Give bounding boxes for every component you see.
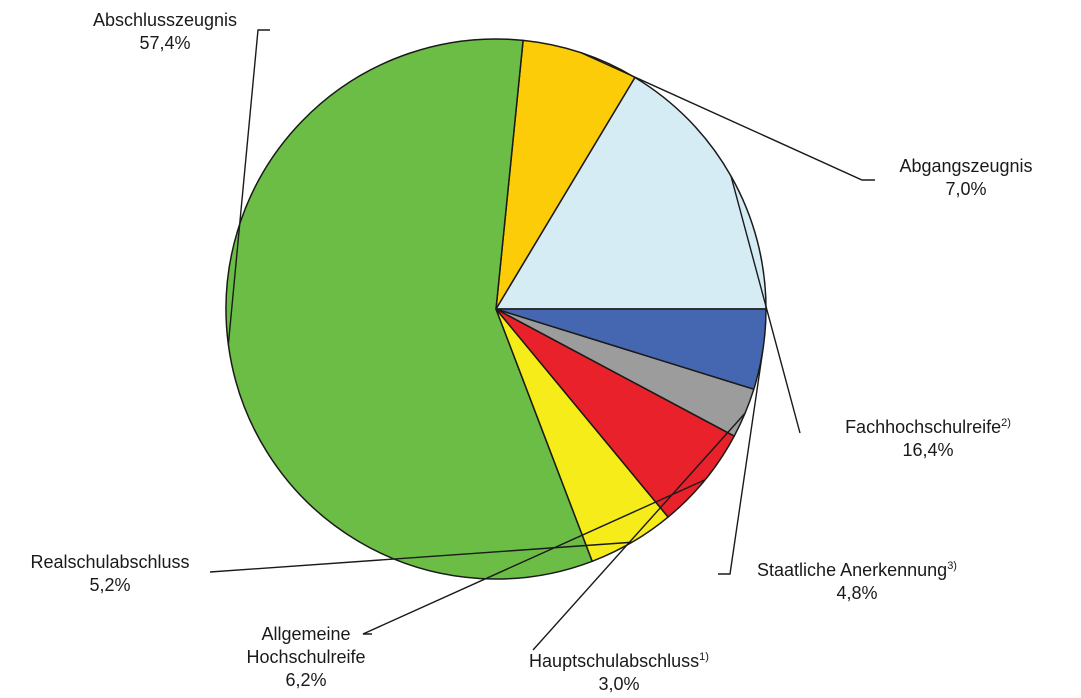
leader-line-2 — [580, 52, 875, 181]
leader-lines — [209, 29, 875, 651]
slice-label-5-line-1: Allgemeine — [261, 624, 350, 644]
slice-value-1: 16,4% — [902, 440, 953, 460]
footnote-marker: 2) — [1001, 417, 1011, 429]
slice-value-3: 57,4% — [139, 33, 190, 53]
leader-line-7 — [718, 349, 764, 575]
slice-label-2: Abgangszeugnis — [899, 156, 1032, 176]
slice-value-7: 4,8% — [836, 583, 877, 603]
leader-line-6 — [532, 412, 746, 651]
pie-slices — [225, 38, 767, 580]
slice-label-3: Abschlusszeugnis — [93, 10, 237, 30]
slice-value-2: 7,0% — [945, 179, 986, 199]
slice-label-6: Hauptschulabschluss1) — [529, 651, 709, 671]
slice-label-7: Staatliche Anerkennung3) — [757, 560, 957, 580]
leader-line-1 — [730, 175, 801, 434]
slice-label-4: Realschulabschluss — [30, 552, 189, 572]
slice-label-5-line-2: Hochschulreife — [246, 647, 365, 667]
leader-line-4 — [209, 541, 633, 573]
slice-value-6: 3,0% — [598, 674, 639, 694]
leader-line-5 — [362, 479, 706, 635]
footnote-marker: 1) — [699, 651, 709, 663]
footnote-marker: 3) — [947, 560, 957, 572]
leader-line-3 — [227, 29, 270, 345]
slice-value-4: 5,2% — [89, 575, 130, 595]
slice-value-5: 6,2% — [285, 670, 326, 690]
slice-labels: Fachhochschulreife2) 16,4% Abgangszeugnis 7… — [30, 10, 1032, 694]
slice-label-1: Fachhochschulreife2) — [845, 417, 1011, 437]
